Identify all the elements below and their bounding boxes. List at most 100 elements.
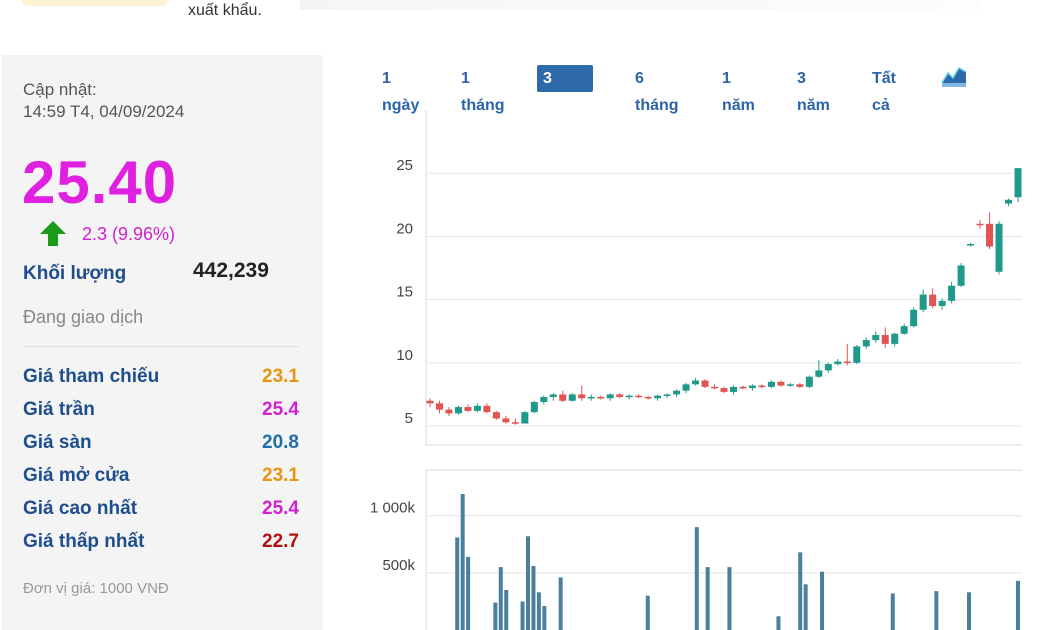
candle	[692, 378, 700, 386]
tab-3-years[interactable]: 3 năm	[797, 70, 830, 114]
candle	[635, 394, 643, 399]
stock-chart: 5 10 15 20 25 500k 1 000k	[370, 110, 1022, 630]
candle-body	[995, 223, 1003, 272]
candle	[464, 404, 472, 413]
volume-bar	[504, 590, 509, 630]
candle-body	[559, 394, 567, 401]
candle-body	[663, 394, 671, 396]
candle	[644, 395, 652, 400]
candle-body	[919, 294, 927, 310]
tab-all[interactable]: Tất cả	[872, 70, 896, 114]
candle	[511, 418, 519, 425]
candle-body	[616, 394, 624, 397]
volume-bar	[558, 577, 563, 630]
candle-body	[929, 294, 937, 306]
update-time: 14:59 T4, 04/09/2024	[23, 102, 185, 121]
tab-1-month[interactable]: 1 tháng	[461, 70, 505, 114]
area-chart-icon[interactable]	[941, 63, 967, 89]
volume-bar	[820, 571, 824, 630]
candle-body	[976, 223, 984, 226]
top-faded-text	[300, 0, 980, 10]
candle-body	[748, 385, 756, 389]
stat-value: 23.1	[262, 465, 299, 486]
candle	[492, 410, 500, 420]
candle-body	[986, 223, 994, 247]
candle-body	[729, 386, 737, 392]
tab-3-months[interactable]: 3 tháng	[537, 65, 593, 114]
candle-body	[938, 300, 946, 306]
candle	[796, 383, 804, 389]
candle	[777, 380, 785, 387]
candle-body	[720, 388, 728, 392]
candle-body	[767, 381, 775, 387]
candle	[881, 327, 889, 348]
volume-bar	[455, 537, 460, 630]
candle	[948, 281, 956, 304]
candle-body	[549, 394, 557, 397]
trading-status: Đang giao dịch	[23, 307, 144, 327]
candle	[435, 400, 443, 414]
stat-open-price: Giá mở cửa 23.1	[23, 465, 299, 491]
volume-bar	[531, 566, 536, 630]
candle-body	[910, 309, 918, 327]
price-change-text: 2.3 (9.96%)	[82, 223, 176, 244]
volume-bar	[460, 494, 465, 630]
candle	[786, 383, 794, 387]
top-description-text: xuất khẩu.	[188, 2, 262, 19]
volume-bar	[967, 592, 971, 630]
current-price: 25.40	[22, 149, 178, 216]
candle-body	[739, 386, 747, 389]
candle-body	[862, 340, 870, 347]
candle	[521, 410, 529, 424]
candle-body	[777, 381, 785, 386]
volume-bar	[498, 567, 503, 630]
stat-label: Giá tham chiếu	[23, 366, 160, 387]
candle	[673, 389, 681, 397]
candle-body	[824, 364, 832, 371]
candle-body	[644, 396, 652, 399]
tab-6-months[interactable]: 6 tháng	[635, 70, 679, 114]
candle-body	[786, 384, 794, 386]
volume-bar	[542, 606, 547, 630]
quote-panel	[2, 55, 323, 630]
candle-body	[711, 386, 719, 389]
volume-bar	[934, 591, 939, 630]
tab-1-year[interactable]: 1 năm	[722, 70, 755, 114]
candle-body	[435, 403, 443, 410]
candle	[824, 362, 832, 373]
tab-1-day[interactable]: 1 ngày	[382, 70, 420, 114]
up-arrow-icon	[40, 221, 66, 247]
candle-body	[426, 400, 434, 404]
stat-value: 22.7	[262, 531, 299, 552]
candle-body	[445, 409, 453, 414]
candle-body	[853, 346, 861, 363]
panel-divider	[23, 346, 299, 347]
stat-label: Giá trần	[23, 399, 95, 420]
candle-body	[587, 396, 595, 399]
volume-bar	[1016, 580, 1020, 630]
volume-bar	[694, 527, 699, 630]
candle	[1005, 198, 1013, 207]
volume-bar	[536, 592, 541, 630]
stat-value: 23.1	[262, 366, 299, 387]
candle-body	[578, 394, 586, 399]
candle-body	[530, 402, 538, 413]
volume-bar	[803, 584, 808, 630]
candle	[805, 375, 813, 389]
candle	[891, 332, 899, 347]
candle	[654, 394, 662, 401]
stat-label: Giá sàn	[23, 432, 92, 453]
candle	[976, 219, 984, 229]
price-tick-label: 20	[396, 220, 413, 237]
volume-bar	[727, 567, 732, 630]
candle	[1014, 168, 1022, 203]
candle-body	[606, 394, 614, 399]
candle-body	[957, 265, 965, 286]
candle	[853, 345, 861, 365]
price-unit-note: Đơn vị giá: 1000 VNĐ	[23, 580, 169, 597]
candle-body	[540, 396, 548, 403]
candle-body	[843, 361, 851, 364]
candle-body	[900, 326, 908, 334]
volume-bar	[705, 567, 710, 630]
volume-value: 442,239	[193, 259, 269, 282]
